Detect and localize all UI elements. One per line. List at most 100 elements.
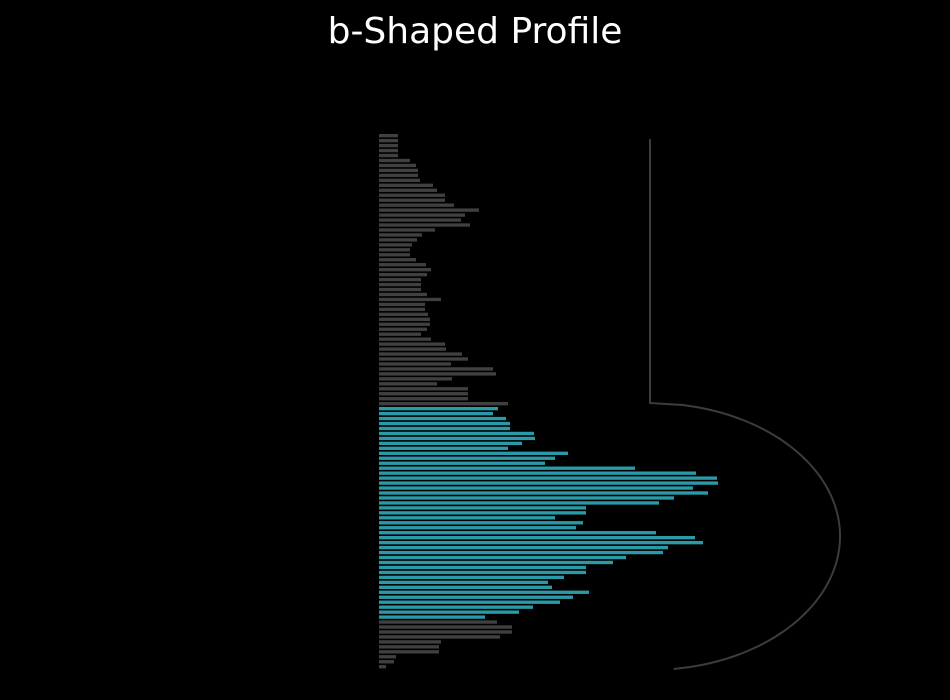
profile-bar	[379, 367, 493, 371]
profile-bar	[379, 228, 435, 232]
profile-bar	[379, 620, 497, 624]
value-area-bar	[379, 451, 568, 455]
value-area-bar	[379, 436, 535, 441]
value-area-bar	[379, 416, 506, 421]
value-area-bar	[379, 585, 552, 589]
lower-guide-curve	[649, 402, 841, 670]
value-area-bar	[379, 526, 576, 530]
profile-bar	[379, 322, 430, 326]
value-area-bar	[379, 446, 508, 451]
profile-bar	[379, 287, 421, 292]
value-area-bar	[379, 536, 695, 540]
profile-bar	[379, 272, 427, 277]
profile-bar	[379, 392, 468, 396]
profile-bar	[379, 352, 462, 356]
value-area-bar	[379, 406, 498, 411]
value-area-bar	[379, 456, 555, 460]
value-area-bar	[379, 595, 573, 599]
profile-bar	[379, 332, 421, 336]
value-area-bar	[379, 431, 534, 436]
profile-bar	[379, 277, 421, 282]
profile-bar	[379, 173, 418, 178]
value-area-bar	[379, 421, 510, 426]
profile-bar	[379, 143, 398, 148]
value-area-bar	[379, 590, 589, 594]
profile-bar	[379, 243, 412, 247]
profile-bar	[379, 148, 398, 153]
profile-bar	[379, 362, 451, 366]
profile-shape-guides	[649, 139, 841, 670]
profile-bar	[379, 357, 468, 361]
value-area-bar	[379, 565, 586, 570]
value-area-bar	[379, 516, 555, 520]
profile-bar	[379, 213, 465, 217]
value-area-bar	[379, 506, 586, 510]
value-area-bar	[379, 501, 659, 505]
value-area-bar	[379, 605, 533, 609]
profile-bar	[379, 312, 428, 317]
profile-bar	[379, 238, 417, 242]
profile-bar	[379, 233, 422, 237]
value-area-bar	[379, 560, 613, 565]
value-area-bar	[379, 545, 668, 550]
value-area-bar	[379, 461, 545, 465]
profile-bar	[379, 307, 425, 312]
profile-bar	[379, 134, 398, 138]
profile-bar	[379, 203, 454, 207]
profile-bar	[379, 223, 470, 227]
profile-bar	[379, 377, 452, 381]
profile-bar	[379, 645, 439, 649]
profile-bar	[379, 258, 416, 262]
profile-bar	[379, 248, 410, 252]
value-area-bar	[379, 486, 693, 490]
profile-bar	[379, 342, 445, 346]
profile-bar	[379, 660, 394, 664]
profile-bar	[379, 655, 396, 659]
value-area-bar	[379, 580, 548, 585]
profile-bar	[379, 253, 410, 257]
chart-title: b-Shaped Profile	[327, 11, 623, 52]
profile-bar	[379, 387, 468, 391]
profile-bar	[379, 382, 437, 386]
profile-bar	[379, 665, 386, 669]
value-area-bar	[379, 575, 564, 580]
profile-bar	[379, 188, 437, 192]
profile-bar	[379, 158, 410, 163]
value-area-bar	[379, 491, 708, 495]
value-area-bar	[379, 471, 696, 475]
value-area-bar	[379, 511, 586, 515]
profile-bar	[379, 138, 398, 143]
value-area-bar	[379, 441, 522, 446]
profile-bar	[379, 327, 427, 331]
profile-bar	[379, 263, 426, 267]
value-area-bar	[379, 411, 493, 416]
profile-bar	[379, 282, 421, 287]
profile-bar	[379, 397, 468, 401]
profile-bar	[379, 650, 439, 654]
profile-bar	[379, 630, 512, 634]
profile-bar	[379, 347, 446, 351]
profile-bar	[379, 372, 496, 376]
profile-bar	[379, 178, 420, 183]
value-area-bar	[379, 610, 519, 614]
value-area-bar	[379, 570, 586, 575]
profile-bar	[379, 168, 418, 173]
value-area-bar	[379, 466, 635, 470]
profile-bar	[379, 193, 445, 197]
value-area-bar	[379, 476, 717, 480]
value-area-bar	[379, 521, 583, 525]
value-area-bar	[379, 426, 510, 431]
profile-bar	[379, 163, 416, 168]
value-area-bar	[379, 550, 663, 555]
value-area-bar	[379, 555, 626, 560]
profile-bar	[379, 218, 461, 222]
value-area-bar	[379, 540, 703, 545]
value-area-bar	[379, 600, 560, 604]
profile-bar	[379, 208, 479, 212]
value-area-bar	[379, 531, 656, 535]
value-area-bar	[379, 615, 485, 619]
profile-bars	[379, 134, 718, 669]
profile-bar	[379, 317, 430, 321]
profile-bar	[379, 268, 431, 272]
